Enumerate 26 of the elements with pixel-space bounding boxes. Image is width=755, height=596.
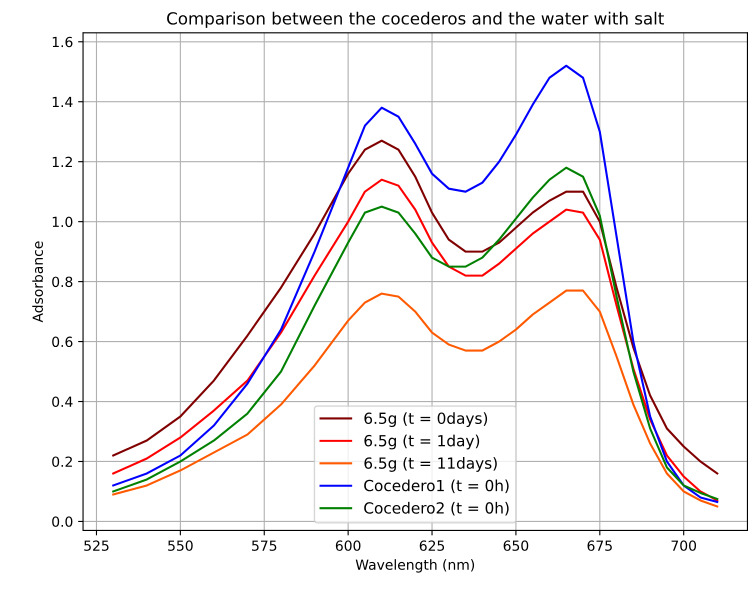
y-axis-title: Adsorbance [32, 241, 43, 322]
y-tick-label: 0.4 [52, 396, 73, 407]
legend-label: 6.5g (t = 0days) [364, 412, 488, 427]
y-tick-label: 1.4 [52, 96, 73, 108]
y-tick-label: 1.6 [52, 36, 72, 48]
x-tick-label: 575 [252, 540, 276, 551]
x-tick-label: 600 [336, 540, 360, 551]
line-series [112, 64, 718, 504]
x-tick-label: 625 [420, 540, 444, 551]
legend-label: Cocedero1 (t = 0h) [364, 479, 509, 494]
legend-label: 6.5g (t = 11days) [364, 457, 497, 472]
legend-label: Cocedero2 (t = 0h) [364, 502, 509, 516]
x-tick-label: 700 [672, 540, 696, 551]
x-tick-label: 550 [168, 540, 193, 551]
y-tick-label: 0.0 [52, 516, 72, 527]
y-tick-label: 0.6 [52, 336, 72, 348]
chart-title: Comparison between the cocederos and the water with salt [167, 12, 664, 28]
y-tick-label: 0.8 [52, 276, 72, 288]
y-tick-label: 1.0 [52, 216, 72, 228]
x-tick-label: 650 [504, 540, 528, 551]
x-tick-label: 525 [84, 540, 109, 551]
legend-label: 6.5g (t = 1day) [364, 434, 480, 450]
y-tick-label: 1.2 [52, 156, 72, 167]
x-axis-title: Wavelength (nm) [356, 559, 474, 573]
y-tick-label: 0.2 [52, 456, 72, 467]
x-tick-label: 675 [588, 540, 612, 551]
